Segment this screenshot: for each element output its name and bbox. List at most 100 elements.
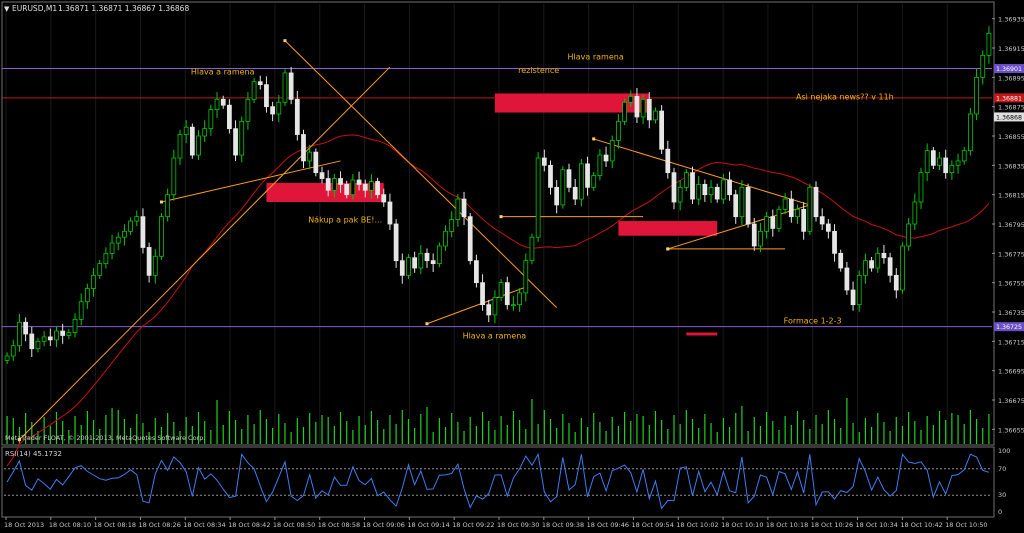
candle-body <box>968 113 973 152</box>
candle-body <box>535 157 541 238</box>
y-tick-label: 1.36835 <box>998 162 1024 170</box>
candle-body <box>906 223 912 247</box>
candle-body <box>257 81 263 86</box>
trend-line <box>284 40 558 308</box>
candle-body <box>78 301 84 320</box>
candle-body <box>375 181 380 196</box>
trend-line-handle <box>425 322 429 326</box>
annotation-formace: Formace 1-2-3 <box>784 317 842 326</box>
candle-body <box>887 257 893 276</box>
y-tick-label: 1.36915 <box>998 45 1024 53</box>
candle-body <box>714 186 720 200</box>
candle-body <box>307 151 313 162</box>
candle-body <box>578 163 584 200</box>
candle-body <box>97 263 103 276</box>
candle-body <box>930 150 936 166</box>
candle-body <box>653 110 658 121</box>
candle-body <box>665 148 671 174</box>
x-tick-label: 18 Oct 10:26 <box>811 521 853 529</box>
candle-body <box>436 245 442 265</box>
trend-line-handle <box>499 215 503 219</box>
candle-body <box>603 154 609 162</box>
candle-body <box>912 201 918 225</box>
candle-body <box>455 198 461 220</box>
rsi-tick-label: 30 <box>998 491 1006 499</box>
candle-body <box>813 186 819 218</box>
moving-average <box>6 134 990 467</box>
x-tick-label: 18 Oct 08:10 <box>49 521 91 529</box>
candle-body <box>443 230 448 247</box>
candle-body <box>640 98 646 118</box>
rsi-line <box>6 452 990 510</box>
x-tick-label: 18 Oct 08:50 <box>273 521 315 529</box>
candle-body <box>227 104 232 130</box>
candle-body <box>825 223 831 232</box>
candle-body <box>504 282 510 306</box>
candle-body <box>72 318 78 333</box>
candle-body <box>270 106 275 115</box>
candle-body <box>214 98 220 111</box>
candle-body <box>350 179 356 196</box>
collapse-arrow-icon[interactable]: ▼ <box>4 5 10 13</box>
y-tick-label: 1.36715 <box>998 338 1024 346</box>
candle-body <box>875 252 881 269</box>
candle-body <box>251 81 257 100</box>
ma-line <box>6 134 990 467</box>
candle-body <box>202 128 208 137</box>
candle-body <box>406 257 411 276</box>
candle-body <box>937 157 942 166</box>
candle-body <box>856 274 862 306</box>
y-tick-label: 1.36855 <box>998 133 1024 141</box>
candle-body <box>338 178 343 185</box>
candle-body <box>84 288 90 303</box>
candle-body <box>974 76 979 115</box>
candle-body <box>233 128 238 156</box>
annotation-hlava_left: Hlava a ramena <box>191 67 255 76</box>
x-tick-label: 18 Oct 09:38 <box>542 521 584 529</box>
candle-body <box>424 252 430 262</box>
candle-body <box>387 201 393 225</box>
rsi-panel-frame <box>1 446 995 518</box>
x-tick-label: 18 Oct 10:50 <box>945 521 987 529</box>
candle-body <box>239 120 245 156</box>
candle-body <box>66 332 72 336</box>
price-zone <box>618 221 718 236</box>
symbol-label: EURUSD,M1 <box>12 4 57 13</box>
candle-body <box>47 336 53 341</box>
candle-body <box>189 126 195 156</box>
candle-body <box>23 321 28 335</box>
x-tick-label: 18 Oct 08:34 <box>183 521 225 529</box>
candle-body <box>140 216 146 248</box>
y-tick-label: 1.36815 <box>998 192 1024 200</box>
axes: 1.36935 1.36915 1.36895 1.36875 1.36855 1.368… <box>4 16 1024 529</box>
candle-body <box>480 282 485 306</box>
candle-body <box>751 223 757 247</box>
x-tick-label: 18 Oct 09:54 <box>631 521 673 529</box>
candle-body <box>399 260 405 276</box>
candle-body <box>986 32 992 56</box>
candle-body <box>412 257 418 269</box>
candle-body <box>585 163 590 188</box>
chart-header: ▼ EURUSD,M1 1.36871 1.36871 1.36867 1.36… <box>4 4 189 13</box>
annotation-news: Asi nejaka news?? v 11h <box>796 92 894 101</box>
candle-body <box>918 172 924 203</box>
y-tick-label: 1.36795 <box>998 221 1024 229</box>
candle-body <box>461 198 467 218</box>
candle-body <box>171 157 177 196</box>
candle-body <box>17 321 22 347</box>
candle-body <box>109 242 115 254</box>
x-tick-label: 18 Oct 09:30 <box>497 521 539 529</box>
candle-body <box>418 252 424 269</box>
candle-body <box>622 101 627 122</box>
candle-body <box>393 223 399 262</box>
y-tick-label: 1.36735 <box>998 309 1024 317</box>
candle-body <box>696 183 702 200</box>
x-tick-label: 18 Oct 10:18 <box>766 521 808 529</box>
y-tick-label: 1.36875 <box>998 104 1024 112</box>
x-tick-label: 18 Oct 08:18 <box>94 521 136 529</box>
zones <box>266 93 718 336</box>
candle-body <box>955 160 961 166</box>
candle-body <box>122 230 127 238</box>
